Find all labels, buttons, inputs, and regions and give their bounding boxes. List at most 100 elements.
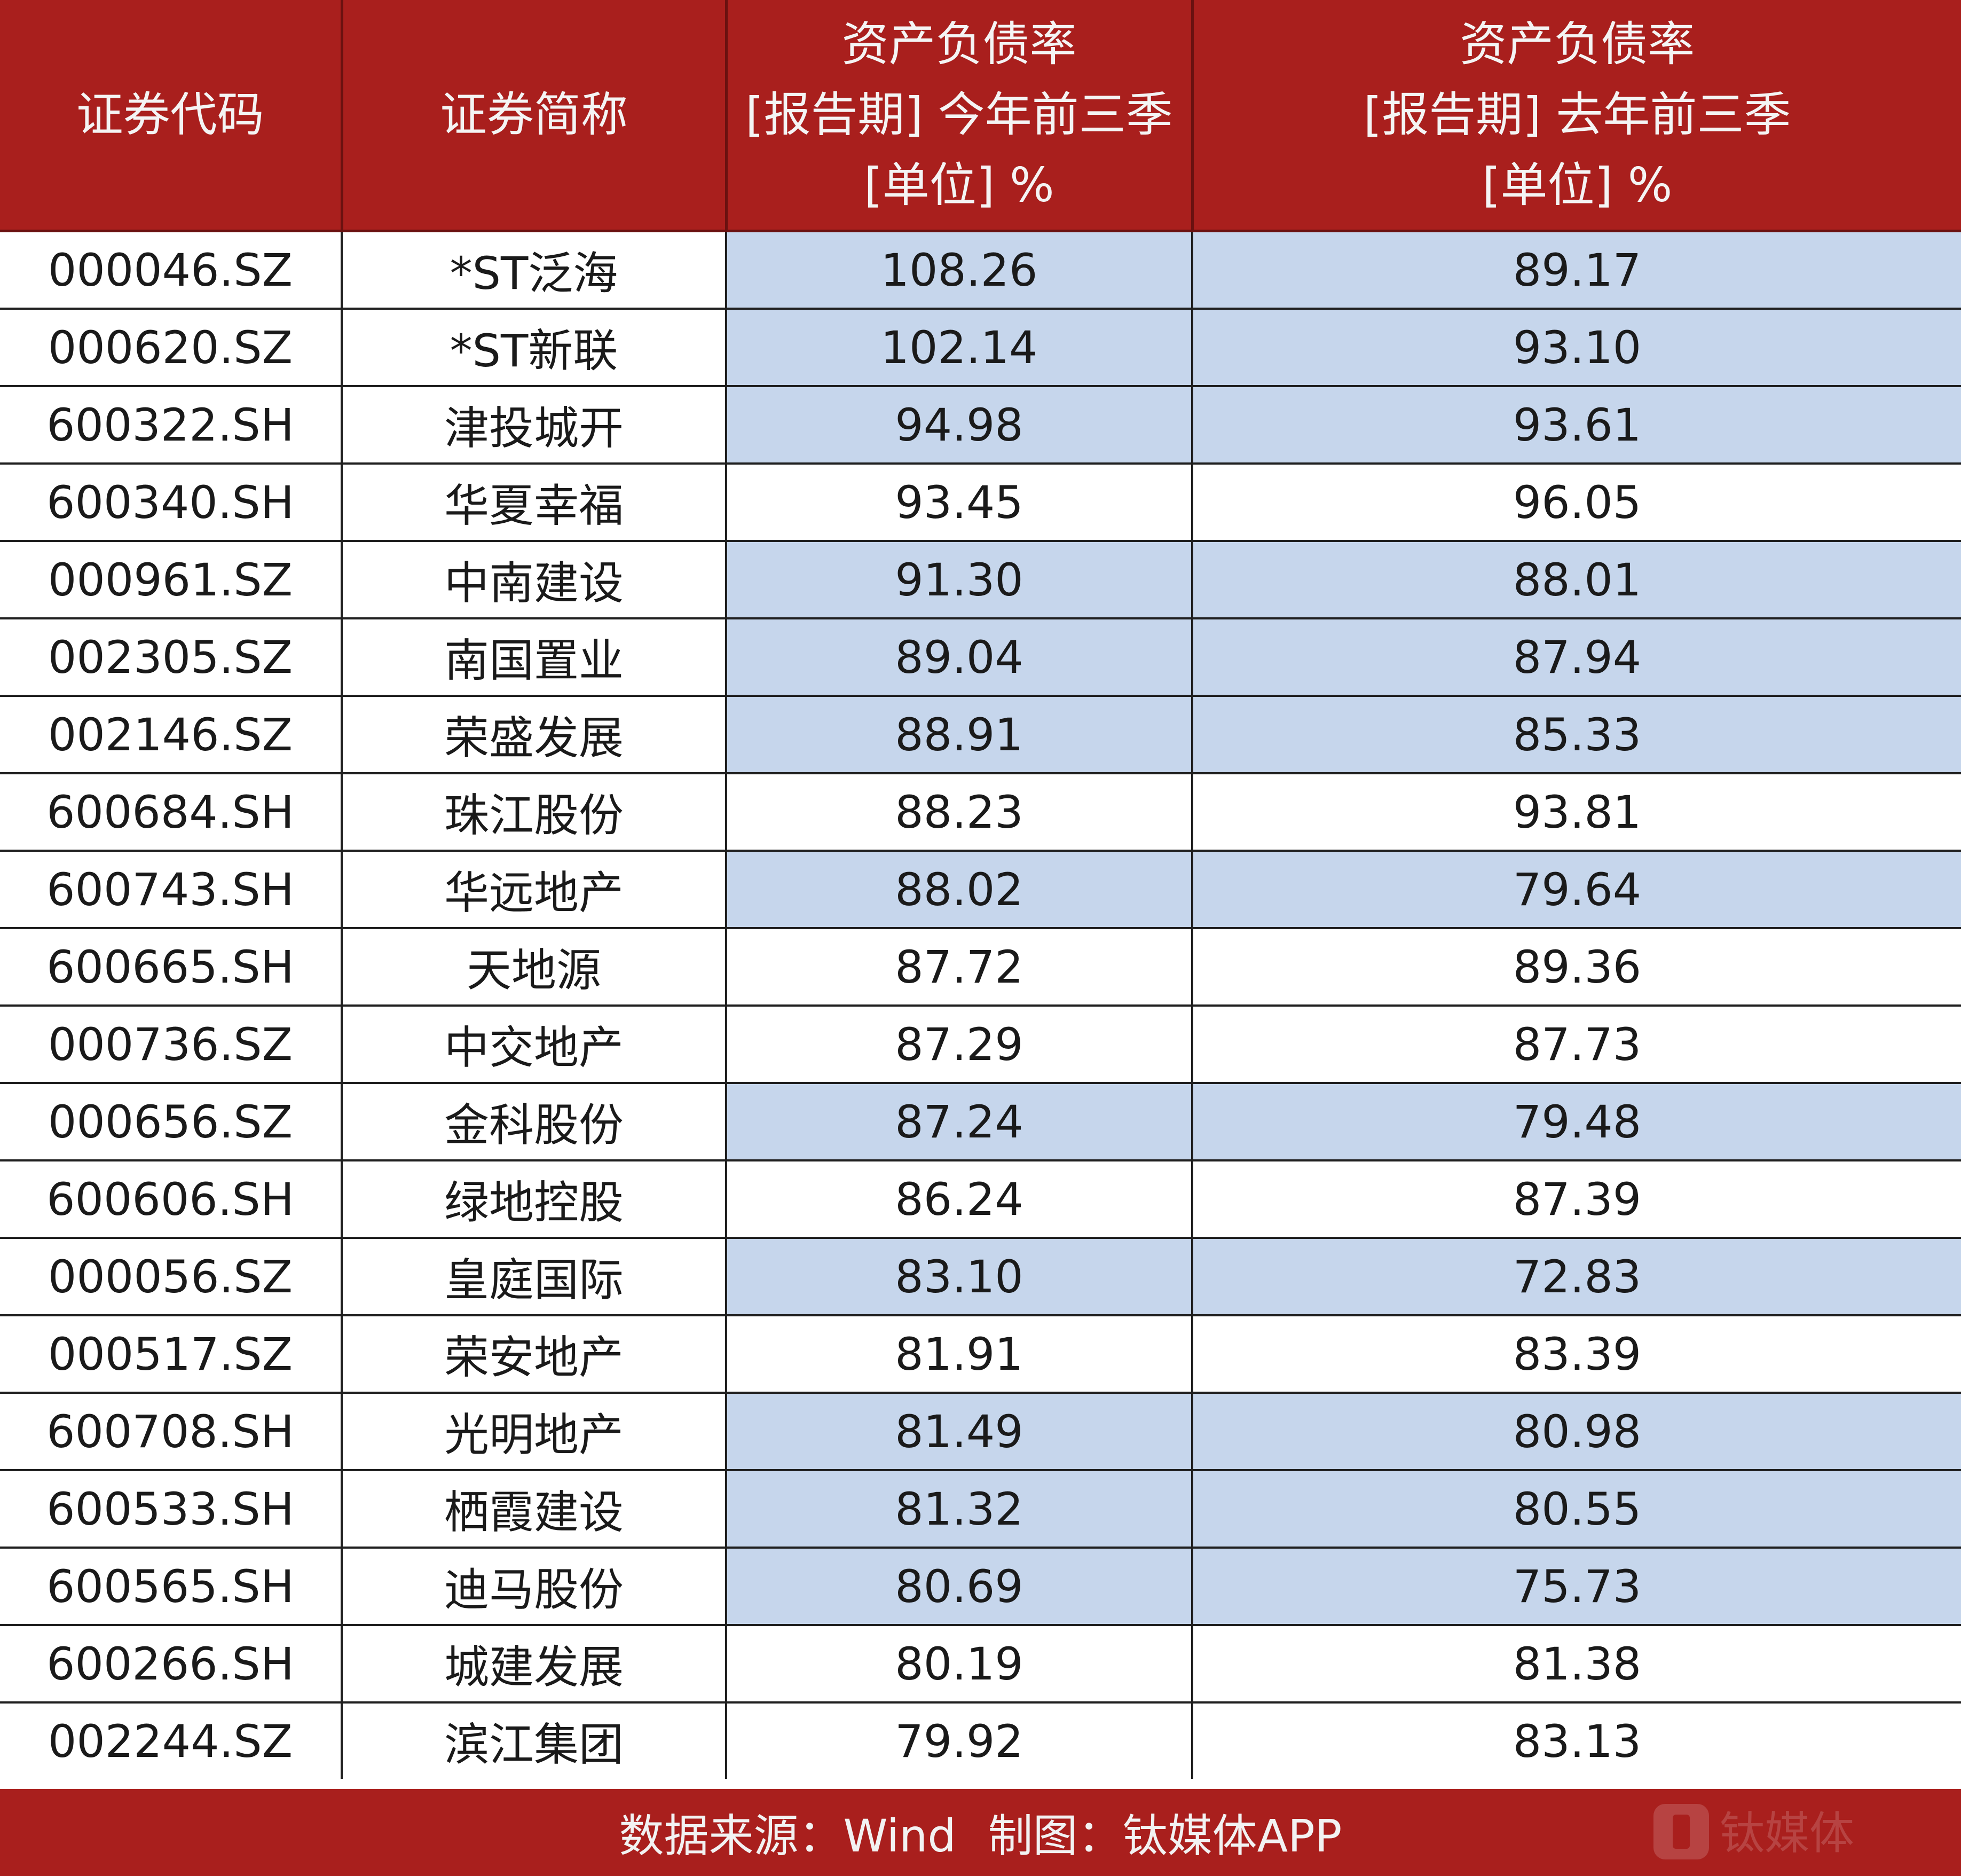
- cell-ratio-this-year: 108.26: [725, 231, 1192, 310]
- cell-security-name: 荣安地产: [341, 1315, 726, 1394]
- cell-security-name: 迪马股份: [341, 1548, 726, 1626]
- table-row: 000620.SZ *ST新联 102.14 93.10: [0, 309, 1961, 387]
- cell-security-name: 中交地产: [341, 1006, 726, 1084]
- header-security-name: 证券简称: [340, 0, 726, 232]
- cell-ratio-last-year: 88.01: [1191, 541, 1961, 619]
- cell-ratio-last-year: 79.64: [1191, 851, 1961, 929]
- cell-security-name: 滨江集团: [341, 1702, 726, 1779]
- header-line: [报告期] 去年前三季: [1363, 87, 1791, 142]
- cell-ratio-last-year: 85.33: [1191, 696, 1961, 774]
- cell-security-code: 000656.SZ: [0, 1083, 342, 1161]
- table-row: 002305.SZ 南国置业 89.04 87.94: [0, 618, 1961, 697]
- header-line: [单位] %: [1482, 158, 1673, 213]
- cell-security-name: 光明地产: [341, 1393, 726, 1471]
- cell-ratio-last-year: 83.13: [1191, 1702, 1961, 1779]
- cell-ratio-this-year: 88.23: [725, 773, 1192, 852]
- table-row: 600340.SH 华夏幸福 93.45 96.05: [0, 464, 1961, 542]
- cell-ratio-this-year: 102.14: [725, 309, 1192, 387]
- cell-ratio-last-year: 72.83: [1191, 1238, 1961, 1316]
- header-ratio-last-year: 资产负债率 [报告期] 去年前三季 [单位] %: [1191, 0, 1961, 232]
- cell-security-name: 荣盛发展: [341, 696, 726, 774]
- table-row: 000961.SZ 中南建设 91.30 88.01: [0, 541, 1961, 619]
- cell-ratio-last-year: 87.94: [1191, 618, 1961, 697]
- cell-ratio-this-year: 80.69: [725, 1548, 1192, 1626]
- cell-security-code: 600684.SH: [0, 773, 342, 852]
- cell-security-name: 华夏幸福: [341, 464, 726, 542]
- header-line: 资产负债率: [841, 17, 1077, 72]
- table-row: 000046.SZ *ST泛海 108.26 89.17: [0, 231, 1961, 310]
- cell-security-code: 600340.SH: [0, 464, 342, 542]
- header-line: 证券简称: [439, 87, 628, 142]
- cell-security-code: 600708.SH: [0, 1393, 342, 1471]
- table-row: 600684.SH 珠江股份 88.23 93.81: [0, 773, 1961, 852]
- table-row: 600565.SH 迪马股份 80.69 75.73: [0, 1548, 1961, 1626]
- cell-ratio-last-year: 80.98: [1191, 1393, 1961, 1471]
- cell-security-name: 金科股份: [341, 1083, 726, 1161]
- debt-ratio-table: 证券代码 证券简称 资产负债率 [报告期] 今年前三季 [单位] % 资产负债率 [报告期]…: [0, 0, 1961, 1779]
- cell-security-code: 600266.SH: [0, 1625, 342, 1704]
- cell-security-name: 津投城开: [341, 386, 726, 465]
- cell-security-code: 600606.SH: [0, 1160, 342, 1239]
- cell-ratio-this-year: 81.49: [725, 1393, 1192, 1471]
- cell-security-code: 002244.SZ: [48, 1715, 293, 1768]
- cell-ratio-this-year: 79.92: [725, 1702, 1192, 1779]
- cell-ratio-last-year: 79.48: [1191, 1083, 1961, 1161]
- cell-ratio-this-year: 80.19: [725, 1625, 1192, 1704]
- cell-ratio-last-year: 80.55: [1191, 1470, 1961, 1549]
- cell-security-name: 南国置业: [341, 618, 726, 697]
- header-ratio-this-year: 资产负债率 [报告期] 今年前三季 [单位] %: [724, 0, 1192, 232]
- cell-ratio-last-year: 89.36: [1191, 928, 1961, 1007]
- cell-ratio-this-year: 87.72: [725, 928, 1192, 1007]
- table-body: 000046.SZ *ST泛海 108.26 89.17 000620.SZ *ST新联 1…: [0, 231, 1961, 1779]
- tmtpost-logo-icon: 钛媒体: [1653, 1804, 1854, 1859]
- cell-ratio-last-year: 93.81: [1191, 773, 1961, 852]
- cell-security-code: 000056.SZ: [0, 1238, 342, 1316]
- footer-maker: 制图：钛媒体APP: [988, 1810, 1342, 1862]
- cell-ratio-this-year: 94.98: [725, 386, 1192, 465]
- cell-ratio-this-year: 87.29: [725, 1006, 1192, 1084]
- table-row: 600606.SH 绿地控股 86.24 87.39: [0, 1160, 1961, 1239]
- table-row: 002146.SZ 荣盛发展 88.91 85.33: [0, 696, 1961, 774]
- cell-security-name: 绿地控股: [341, 1160, 726, 1239]
- cell-security-code: 000620.SZ: [0, 309, 342, 387]
- table-row: 000736.SZ 中交地产 87.29 87.73: [0, 1006, 1961, 1084]
- cell-security-code: 600743.SH: [0, 851, 342, 929]
- cell-security-code: 600665.SH: [0, 928, 342, 1007]
- cell-ratio-last-year: 93.61: [1191, 386, 1961, 465]
- header-line: [单位] %: [864, 158, 1054, 213]
- cell-ratio-this-year: 91.30: [725, 541, 1192, 619]
- cell-security-code: 600533.SH: [0, 1470, 342, 1549]
- watermark-text: 钛媒体: [1720, 1807, 1854, 1859]
- cell-security-code: 000961.SZ: [0, 541, 342, 619]
- cell-security-name: 华远地产: [341, 851, 726, 929]
- header-line: 证券代码: [76, 87, 264, 142]
- cell-ratio-this-year: 88.91: [725, 696, 1192, 774]
- footer-bar: 数据来源：Wind 制图：钛媒体APP 钛媒体: [0, 1789, 1961, 1876]
- footer-source: 数据来源：Wind: [619, 1810, 956, 1862]
- cell-ratio-this-year: 87.24: [725, 1083, 1192, 1161]
- cell-ratio-this-year: 93.45: [725, 464, 1192, 542]
- cell-ratio-last-year: 96.05: [1191, 464, 1961, 542]
- cell-security-code: 000736.SZ: [0, 1006, 342, 1084]
- table-row: 002244.SZ 滨江集团 79.92 83.13: [0, 1702, 1961, 1779]
- table-row: 600266.SH 城建发展 80.19 81.38: [0, 1625, 1961, 1704]
- cell-security-code: 600565.SH: [0, 1548, 342, 1626]
- cell-ratio-last-year: 89.17: [1191, 231, 1961, 310]
- cell-security-code: 002146.SZ: [0, 696, 342, 774]
- cell-ratio-this-year: 88.02: [725, 851, 1192, 929]
- cell-security-name: 皇庭国际: [341, 1238, 726, 1316]
- cell-ratio-last-year: 87.73: [1191, 1006, 1961, 1084]
- cell-security-name: 珠江股份: [341, 773, 726, 852]
- table-row: 600665.SH 天地源 87.72 89.36: [0, 928, 1961, 1007]
- cell-ratio-this-year: 83.10: [725, 1238, 1192, 1316]
- table-row: 000656.SZ 金科股份 87.24 79.48: [0, 1083, 1961, 1161]
- cell-security-code: 000517.SZ: [0, 1315, 342, 1394]
- cell-ratio-last-year: 81.38: [1191, 1625, 1961, 1704]
- cell-ratio-this-year: 89.04: [725, 618, 1192, 697]
- table-row: 000056.SZ 皇庭国际 83.10 72.83: [0, 1238, 1961, 1316]
- cell-security-name: *ST泛海: [341, 231, 726, 310]
- cell-ratio-this-year: 86.24: [725, 1160, 1192, 1239]
- cell-security-code: 002305.SZ: [0, 618, 342, 697]
- header-line: [报告期] 今年前三季: [745, 87, 1173, 142]
